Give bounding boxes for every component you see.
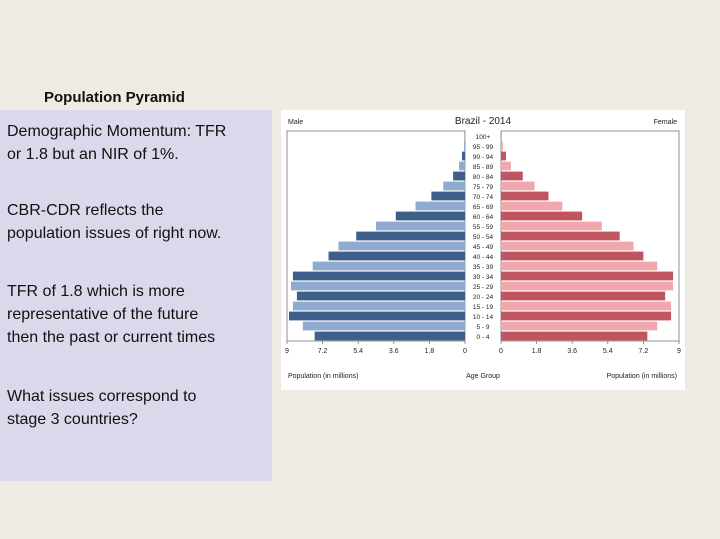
- x-tick-label-female: 5.4: [603, 348, 613, 355]
- paragraph-cbr-cdr: CBR-CDR reflects the population issues o…: [7, 199, 269, 245]
- x-tick-label-male: 1.8: [425, 348, 435, 355]
- age-group-tick: 35 - 39: [473, 264, 494, 271]
- female-bar-65-69: [501, 201, 563, 211]
- age-group-tick: 100+: [476, 134, 491, 141]
- male-bar-15-19: [292, 301, 465, 311]
- female-bar-50-54: [501, 231, 620, 241]
- paragraph-momentum: Demographic Momentum: TFR or 1.8 but an …: [7, 120, 269, 166]
- female-bar-15-19: [501, 301, 672, 311]
- female-bar-40-44: [501, 251, 644, 261]
- population-pyramid-chart: Male Brazil - 2014 Female 100+ 95 - 99 90 …: [281, 110, 685, 390]
- male-bar-20-24: [296, 291, 465, 301]
- male-bar-60-64: [395, 211, 465, 221]
- female-bar-5-9: [501, 321, 658, 331]
- paragraph-tfr: TFR of 1.8 which is more representative …: [7, 280, 269, 349]
- male-bar-5-9: [302, 321, 465, 331]
- age-group-tick: 30 - 34: [473, 274, 494, 281]
- x-tick-label-female: 3.6: [567, 348, 577, 355]
- paragraph-stage3: What issues correspond to stage 3 countr…: [7, 385, 269, 431]
- female-bar-0-4: [501, 331, 648, 341]
- female-bar-85-89: [501, 161, 511, 171]
- x-tick-label-male: 0: [463, 348, 467, 355]
- female-bar-20-24: [501, 291, 666, 301]
- male-bar-10-14: [288, 311, 465, 321]
- text-line: Demographic Momentum: TFR: [7, 123, 227, 140]
- x-tick-label-male: 9: [285, 348, 289, 355]
- age-group-tick: 60 - 64: [473, 214, 494, 221]
- male-bar-70-74: [431, 191, 465, 201]
- age-group-tick: 55 - 59: [473, 224, 494, 231]
- x-tick-label-male: 5.4: [353, 348, 363, 355]
- female-bar-70-74: [501, 191, 549, 201]
- male-bar-75-79: [443, 181, 465, 191]
- age-group-tick: 40 - 44: [473, 254, 494, 261]
- age-group-tick: 65 - 69: [473, 204, 494, 211]
- text-line: then the past or current times: [7, 329, 216, 346]
- male-bar-35-39: [312, 261, 465, 271]
- male-bar-50-54: [356, 231, 465, 241]
- female-bar-10-14: [501, 311, 672, 321]
- male-bar-45-49: [338, 241, 465, 251]
- female-bar-75-79: [501, 181, 535, 191]
- text-line: population issues of right now.: [7, 225, 222, 242]
- text-line: representative of the future: [7, 306, 199, 323]
- male-bar-25-29: [290, 281, 465, 291]
- age-group-tick: 10 - 14: [473, 314, 494, 321]
- age-group-tick: 85 - 89: [473, 164, 494, 171]
- x-tick-label-female: 9: [677, 348, 681, 355]
- age-group-tick: 15 - 19: [473, 304, 494, 311]
- age-group-label: Age Group: [466, 373, 500, 380]
- female-label: Female: [654, 119, 677, 126]
- chart-title: Brazil - 2014: [455, 116, 512, 127]
- text-line: CBR-CDR reflects the: [7, 202, 164, 219]
- female-bar-35-39: [501, 261, 658, 271]
- female-bar-90-94: [501, 151, 506, 161]
- age-group-tick: 45 - 49: [473, 244, 494, 251]
- age-group-tick: 80 - 84: [473, 174, 494, 181]
- male-label: Male: [288, 119, 303, 126]
- male-bar-55-59: [376, 221, 465, 231]
- female-bar-60-64: [501, 211, 583, 221]
- text-line: TFR of 1.8 which is more: [7, 283, 185, 300]
- text-panel: Demographic Momentum: TFR or 1.8 but an …: [0, 110, 272, 481]
- age-group-tick: 25 - 29: [473, 284, 494, 291]
- male-bar-65-69: [415, 201, 465, 211]
- x-axis-label-female: Population (in millions): [607, 373, 677, 380]
- text-line: What issues correspond to: [7, 388, 197, 405]
- age-group-tick: 95 - 99: [473, 144, 494, 151]
- female-bar-80-84: [501, 171, 523, 181]
- male-bar-30-34: [292, 271, 465, 281]
- age-group-tick: 50 - 54: [473, 234, 494, 241]
- x-tick-label-male: 7.2: [318, 348, 328, 355]
- female-bar-55-59: [501, 221, 602, 231]
- male-bar-80-84: [453, 171, 465, 181]
- x-tick-label-female: 7.2: [639, 348, 649, 355]
- age-group-tick: 75 - 79: [473, 184, 494, 191]
- female-bar-25-29: [501, 281, 674, 291]
- male-bar-0-4: [314, 331, 465, 341]
- x-tick-label-female: 1.8: [532, 348, 542, 355]
- female-bar-30-34: [501, 271, 674, 281]
- male-bar-85-89: [459, 161, 465, 171]
- text-line: stage 3 countries?: [7, 411, 138, 428]
- age-group-tick: 20 - 24: [473, 294, 494, 301]
- age-group-tick: 70 - 74: [473, 194, 494, 201]
- age-group-tick: 5 - 9: [476, 324, 489, 331]
- male-bar-90-94: [462, 151, 465, 161]
- age-group-tick: 0 - 4: [476, 334, 489, 341]
- female-bar-45-49: [501, 241, 634, 251]
- female-bar-95-99: [501, 141, 503, 151]
- text-line: or 1.8 but an NIR of 1%.: [7, 146, 179, 163]
- pyramid-svg: Male Brazil - 2014 Female 100+95 - 9990 …: [285, 116, 681, 380]
- male-bar-95-99: [464, 141, 465, 151]
- slide-title: Population Pyramid: [44, 89, 185, 106]
- x-axis-label-male: Population (in millions): [288, 373, 358, 380]
- x-tick-label-female: 0: [499, 348, 503, 355]
- male-bar-40-44: [328, 251, 465, 261]
- x-tick-label-male: 3.6: [389, 348, 399, 355]
- age-group-tick: 90 - 94: [473, 154, 494, 161]
